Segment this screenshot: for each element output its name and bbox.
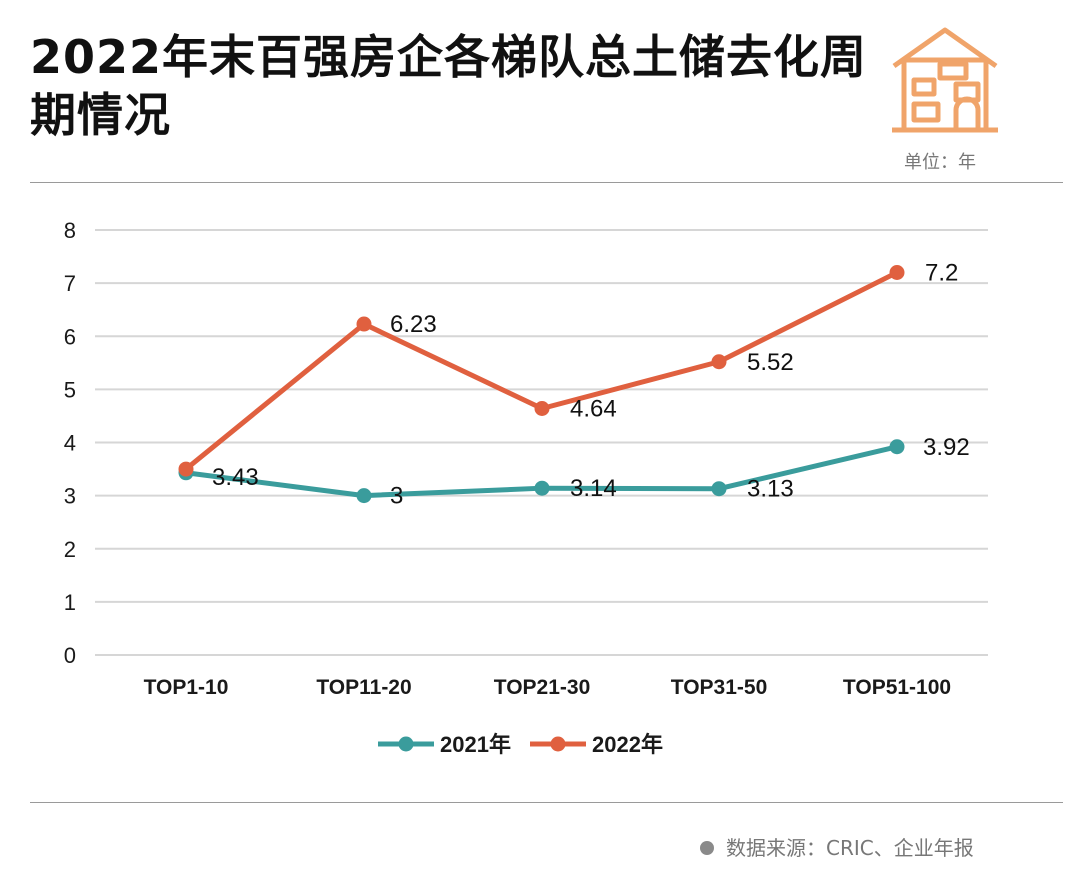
- data-label: 3.43: [212, 464, 259, 491]
- house-icon: [892, 27, 998, 133]
- data-point: [889, 265, 905, 280]
- series-layer: [178, 265, 905, 504]
- x-tick-label: TOP51-100: [843, 676, 951, 699]
- y-tick-label: 7: [64, 271, 76, 296]
- data-point: [889, 439, 905, 455]
- data-label: 5.52: [747, 349, 794, 376]
- y-tick-label: 6: [64, 324, 76, 349]
- unit-label: 单位：年: [904, 152, 976, 173]
- data-point: [356, 316, 372, 332]
- legend-swatch-marker: [550, 736, 566, 752]
- legend-label: 2022年: [592, 732, 663, 757]
- bullet-dot-icon: [700, 840, 714, 855]
- bottom-divider: [30, 802, 1063, 803]
- y-tick-label: 4: [64, 431, 76, 456]
- x-tick-label: TOP31-50: [671, 676, 768, 699]
- y-tick-label: 5: [64, 377, 76, 402]
- data-labels: 3.43 3 3.14 3.13 3.92 6.23 4.64 5.52 7.2: [212, 260, 970, 510]
- data-label: 7.2: [925, 260, 958, 287]
- x-tick-label: TOP21-30: [494, 676, 591, 699]
- data-point: [711, 354, 727, 370]
- x-tick-label: TOP11-20: [316, 676, 411, 699]
- x-tick-label: TOP1-10: [144, 676, 229, 699]
- data-point: [534, 401, 550, 416]
- data-point: [711, 481, 727, 497]
- data-label: 3.92: [923, 434, 970, 461]
- y-tick-label: 2: [64, 537, 76, 562]
- legend: 2021年 2022年: [378, 732, 663, 757]
- data-point: [356, 488, 372, 504]
- top-divider: [30, 182, 1063, 183]
- page-title: 2022年末百强房企各梯队总土储去化周期情况: [30, 30, 868, 142]
- data-label: 3.14: [570, 475, 617, 502]
- source-note: 数据来源：CRIC、企业年报: [700, 832, 974, 861]
- data-label: 3.13: [747, 476, 794, 503]
- data-label: 3: [390, 483, 403, 510]
- data-point: [178, 461, 194, 477]
- y-tick-label: 3: [64, 484, 76, 509]
- y-axis-ticks: 0 1 2 3 4 5 6 7 8: [64, 218, 76, 668]
- line-chart: 0 1 2 3 4 5 6 7 8 TOP1-10 TOP11-20 TOP21-30 TOP31-5…: [64, 218, 988, 757]
- grid-lines: [95, 229, 988, 656]
- y-tick-label: 1: [64, 590, 76, 615]
- y-tick-label: 8: [64, 218, 76, 243]
- x-axis-categories: TOP1-10 TOP11-20 TOP21-30 TOP31-50 TOP51-100: [144, 676, 952, 699]
- legend-swatch-marker: [398, 736, 414, 752]
- data-label: 4.64: [570, 396, 617, 423]
- data-label: 6.23: [390, 311, 437, 338]
- source-text: 数据来源：CRIC、企业年报: [726, 836, 974, 860]
- y-tick-label: 0: [64, 643, 76, 668]
- data-point: [534, 480, 550, 496]
- legend-label: 2021年: [440, 732, 511, 757]
